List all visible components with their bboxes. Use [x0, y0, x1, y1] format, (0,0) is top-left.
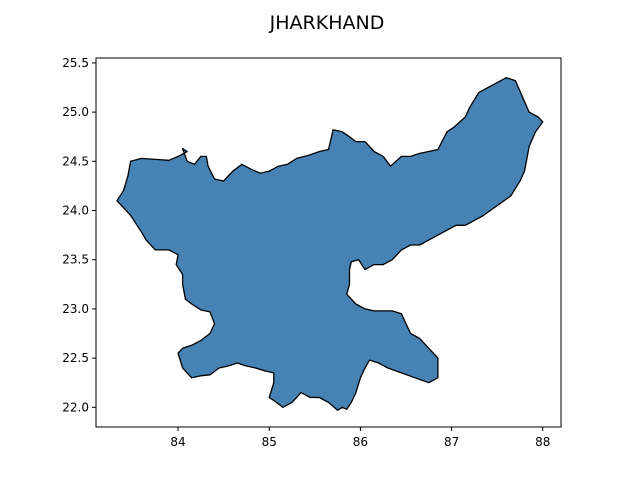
chart-title: JHARKHAND — [269, 12, 385, 34]
y-tick-label: 23.5 — [62, 253, 89, 267]
x-tick-label: 88 — [535, 435, 550, 449]
x-tick-label: 86 — [353, 435, 368, 449]
axes-frame — [95, 57, 562, 428]
y-tick-label: 22.0 — [62, 400, 89, 414]
x-tick-label: 85 — [262, 435, 277, 449]
x-tick-label: 84 — [170, 435, 185, 449]
x-axis: 84 85 86 87 88 — [170, 427, 550, 449]
region-polygon — [116, 77, 544, 411]
y-tick-label: 22.5 — [62, 351, 89, 365]
y-axis: 22.0 22.5 23.0 23.5 24.0 24.5 25.0 25.5 — [62, 56, 96, 414]
x-tick-label: 87 — [444, 435, 459, 449]
y-tick-label: 24.5 — [62, 154, 89, 168]
y-tick-label: 25.0 — [62, 105, 89, 119]
y-tick-label: 25.5 — [62, 56, 89, 70]
y-tick-label: 24.0 — [62, 204, 89, 218]
plot-area — [116, 77, 544, 411]
y-tick-label: 23.0 — [62, 302, 89, 316]
